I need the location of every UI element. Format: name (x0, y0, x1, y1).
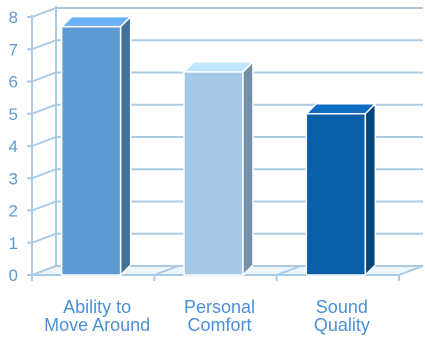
bar-front (305, 113, 367, 276)
floor-divider (276, 265, 302, 276)
x-category-label: Sound Quality (314, 297, 370, 335)
x-category-label-line: Sound (316, 297, 368, 317)
x-category-label-line: Comfort (187, 315, 251, 335)
x-category-label: Ability to Move Around (44, 297, 150, 335)
x-category-label-line: Move Around (44, 315, 150, 335)
y-tick-label: 7 (9, 40, 18, 59)
bar-top (182, 61, 255, 73)
y-tick-label: 3 (9, 169, 18, 188)
y-tick-label: 5 (9, 105, 18, 124)
bar (59, 14, 133, 277)
bar-front (60, 25, 122, 276)
gridline (31, 7, 423, 18)
x-category-label-line: Quality (314, 315, 370, 335)
y-tick-label: 8 (9, 8, 18, 27)
floor-divider (153, 265, 179, 276)
x-category-label-line: Ability to (63, 297, 131, 317)
bar (182, 60, 255, 277)
bar (304, 101, 378, 277)
y-tick-label: 0 (9, 266, 18, 285)
x-axis-categories: Ability to Move Around Personal Comfort Soun… (44, 297, 370, 335)
bar-side (119, 14, 132, 277)
floor-divider (31, 265, 57, 276)
y-tick-label: 1 (9, 234, 18, 253)
x-category-label-line: Personal (184, 297, 255, 317)
bar-side (364, 101, 377, 277)
floor-divider (398, 265, 424, 276)
bar-side (242, 60, 254, 277)
bar-front (183, 71, 244, 276)
bar-top (59, 15, 133, 28)
x-category-label: Personal Comfort (184, 297, 255, 335)
y-tick-label: 2 (9, 202, 18, 221)
bars (59, 14, 378, 277)
bar-top (304, 103, 378, 115)
y-tick-label: 6 (9, 73, 18, 92)
y-axis-ticks: 0 1 2 3 4 5 6 7 8 (9, 8, 424, 285)
y-tick-label: 4 (9, 137, 18, 156)
